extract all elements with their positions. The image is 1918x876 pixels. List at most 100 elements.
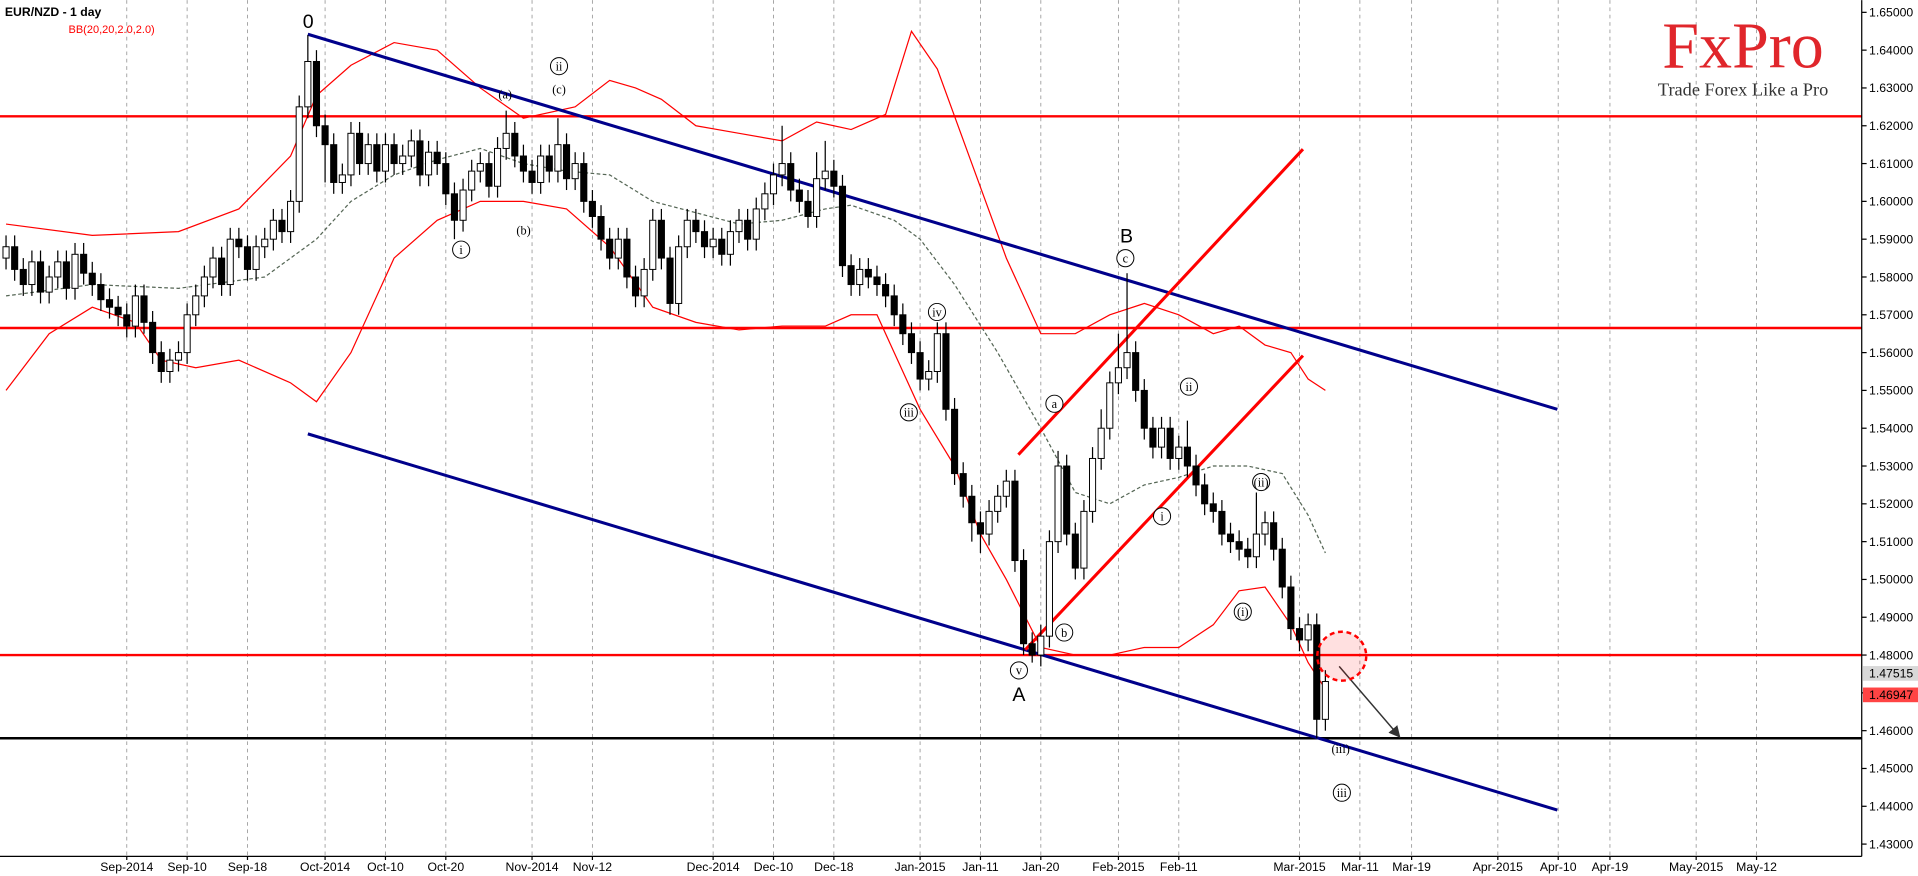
candle-body (1011, 480, 1019, 562)
candle-body (1261, 522, 1269, 535)
candle-body (631, 276, 640, 297)
x-tick-label: Oct-20 (427, 860, 464, 874)
candle-body (1175, 446, 1183, 459)
y-tick-label: 1.43000 (1869, 837, 1913, 851)
candle-body (347, 132, 355, 176)
x-tick-label: Jan-2015 (895, 860, 946, 874)
candle-body (373, 144, 381, 172)
wave-label: ii (556, 59, 563, 73)
candle-body (976, 522, 984, 535)
candle-body (287, 200, 295, 233)
candle-body (1321, 681, 1329, 720)
candle-body (666, 257, 674, 304)
wave-label-circle (1009, 661, 1028, 680)
candle-body (1278, 548, 1286, 588)
y-tick-label: 1.49000 (1869, 611, 1913, 625)
projection-arrow (1338, 665, 1401, 738)
candle-body (1071, 533, 1079, 569)
candle-body (718, 238, 726, 255)
candle-body (597, 216, 605, 240)
candle-body (399, 155, 407, 165)
candle-body (157, 352, 165, 372)
wave-label: (a) (498, 88, 512, 102)
x-tick-label: Feb-11 (1160, 860, 1198, 874)
wave-label: (b) (516, 223, 530, 237)
candle-body (502, 132, 510, 149)
candle-body (149, 321, 157, 354)
candle-body (640, 268, 648, 297)
wave-label-circle (1153, 507, 1172, 526)
y-tick-label: 1.65000 (1869, 6, 1913, 20)
wave-label-circle (1179, 377, 1199, 396)
wave-label-circle (452, 240, 471, 259)
wave-label: (c) (552, 83, 566, 97)
x-tick-label: Mar-19 (1392, 860, 1431, 874)
candle-body (683, 219, 691, 248)
candle-body (1149, 427, 1157, 448)
candle-body (890, 295, 898, 316)
y-tick-label: 1.58000 (1869, 270, 1913, 284)
band-line (5, 29, 1326, 391)
candle-body (787, 163, 795, 191)
candle-body (795, 189, 803, 202)
candle-body (11, 246, 19, 270)
wave-label: (iii) (1331, 742, 1349, 756)
y-tick-label: 1.59000 (1869, 232, 1913, 246)
candle-body (1123, 352, 1131, 369)
candle-body (545, 155, 553, 172)
candle-body (450, 193, 458, 221)
candle-body (71, 253, 79, 289)
candle-body (192, 295, 200, 316)
wave-label: A (1012, 684, 1026, 706)
x-tick-label: Mar-11 (1341, 860, 1379, 874)
wave-label: b (1061, 626, 1067, 640)
candle-body (183, 314, 191, 354)
candle-body (425, 151, 433, 176)
candle-body (675, 246, 683, 304)
wave-label: 0 (303, 11, 314, 33)
candle-body (131, 295, 139, 327)
wave-label: B (1120, 225, 1133, 247)
wave-label: ii (1186, 380, 1193, 394)
candle-body (468, 170, 476, 191)
candle-body (700, 231, 709, 248)
candle-body (1252, 533, 1260, 558)
candle-body (243, 246, 252, 270)
y-tick-label: 1.61000 (1869, 157, 1913, 171)
candle-body (1037, 635, 1045, 656)
candle-body (606, 238, 614, 259)
x-tick-label: Dec-2014 (687, 860, 740, 874)
candle-body (1218, 510, 1226, 535)
candle-body (105, 299, 114, 308)
candle-body (1020, 560, 1028, 645)
x-tick-label: Oct-10 (367, 860, 404, 874)
candle-body (580, 163, 588, 202)
y-tick-label: 1.56000 (1869, 346, 1913, 360)
candle-body (804, 200, 812, 217)
candle-body (269, 219, 277, 240)
candle-body (778, 163, 786, 176)
band-line (5, 200, 1326, 690)
candle-body (45, 276, 53, 293)
candle-body (856, 268, 864, 286)
price-label: 1.47515 (1869, 667, 1913, 681)
candle-body (899, 314, 907, 335)
wave-label-circle (1233, 602, 1252, 621)
candle-body (1166, 427, 1174, 459)
candle-body (528, 170, 536, 183)
x-tick-label: Mar-2015 (1273, 860, 1325, 874)
candle-body (1287, 586, 1295, 630)
candle-body (830, 170, 838, 187)
candle-body (235, 238, 243, 248)
x-tick-label: Apr-10 (1540, 860, 1577, 874)
candle-body (951, 408, 959, 475)
candle-body (494, 147, 502, 187)
candle-body (537, 155, 545, 183)
candle-body (726, 231, 734, 255)
candle-body (62, 261, 70, 289)
candle-body (519, 155, 527, 172)
candle-body (1209, 503, 1217, 512)
candle-body (769, 174, 778, 195)
